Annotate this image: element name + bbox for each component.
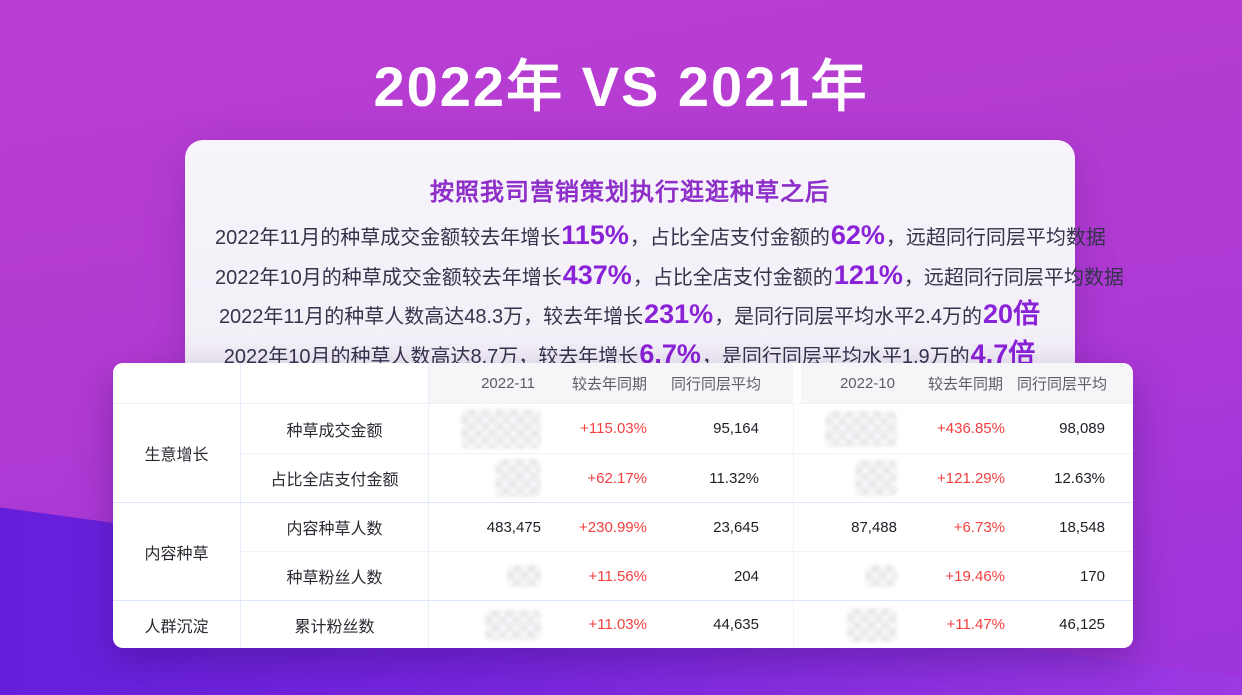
- metric-label: 内容种草人数: [240, 502, 428, 551]
- line-text: ，占比全店支付金额的: [629, 227, 830, 249]
- mosaic-blur: [847, 607, 897, 642]
- yoy-value: +230.99%: [549, 502, 659, 551]
- table-row: 占比全店支付金额 +62.17% 11.32% +121.29% 12.63%: [113, 453, 1133, 502]
- highlight-value: 20倍: [983, 299, 1041, 329]
- highlight-value: 115%: [561, 220, 629, 250]
- peer-avg-value: 98,089: [1059, 420, 1105, 437]
- line-text: ，远超同行同层平均数据: [885, 227, 1106, 249]
- month2-value: 87,488: [793, 502, 905, 551]
- mosaic-blur: [461, 408, 541, 449]
- header-2022-10: 2022-10: [793, 363, 905, 404]
- card-title: 按照我司营销策划执行逛逛种草之后: [430, 179, 830, 206]
- highlight-value: 62%: [830, 220, 885, 250]
- line-text: ，是同行同层平均水平2.4万的: [714, 306, 982, 328]
- summary-line: 2022年10月的种草成交金额较去年增长437%，占比全店支付金额的121%，远…: [215, 257, 1124, 297]
- yoy-value: +436.85%: [937, 420, 1005, 437]
- header-peer-avg-1: 同行同层平均: [659, 363, 793, 404]
- peer-avg-value: 95,164: [713, 420, 759, 437]
- masked-value-cell: [793, 551, 905, 600]
- line-text: ，远超同行同层平均数据: [903, 266, 1124, 289]
- yoy-value: +115.03%: [580, 420, 647, 437]
- mosaic-blur: [865, 565, 897, 587]
- yoy-value: +11.56%: [549, 551, 659, 600]
- peer-avg-value: 46,125: [1009, 600, 1133, 648]
- line-text: ，占比全店支付金额的: [632, 266, 833, 289]
- highlight-value: 231%: [644, 299, 714, 329]
- yoy-value: +6.73%: [905, 502, 1009, 551]
- peer-avg-value: 44,635: [659, 600, 793, 648]
- metrics-table-grid: 2022-11 较去年同期 同行同层平均 2022-10 较去年同期 同行同层平…: [113, 363, 1133, 648]
- metric-label: 种草粉丝人数: [240, 551, 428, 600]
- header-empty-metric: [240, 363, 428, 404]
- mosaic-blur: [485, 609, 541, 640]
- metric-label: 种草成交金额: [240, 404, 428, 453]
- metric-label: 累计粉丝数: [240, 600, 428, 648]
- mosaic-blur: [495, 459, 541, 497]
- peer-avg-value: 170: [1009, 551, 1133, 600]
- masked-value-cell: [428, 600, 549, 648]
- yoy-value: +11.47%: [905, 600, 1009, 648]
- group-label-content-seeding: 内容种草: [113, 502, 240, 600]
- table-row: 生意增长 种草成交金额 +115.03% 95,164 +436.85% 98,…: [113, 404, 1133, 464]
- highlight-value: 437%: [562, 259, 632, 290]
- line-text: 2022年11月的种草成交金额较去年增长: [215, 227, 561, 249]
- mosaic-blur: [855, 460, 897, 496]
- header-peer-avg-2: 同行同层平均: [1009, 363, 1133, 404]
- header-yoy-2: 较去年同期: [905, 363, 1009, 404]
- line-text: ，是同行同层平均水平1.9万的: [701, 345, 970, 368]
- masked-value-cell: [793, 600, 905, 648]
- peer-avg-value: 12.63%: [1009, 453, 1133, 502]
- table-row: 种草粉丝人数 +11.56% 204 +19.46% 170: [113, 551, 1133, 600]
- table-row: 人群沉淀 累计粉丝数 +11.03% 44,635 +11.47% 46,125: [113, 600, 1133, 648]
- masked-value-cell: [428, 551, 549, 600]
- summary-line: 2022年11月的种草人数高达48.3万，较去年增长231%，是同行同层平均水平…: [215, 296, 1045, 336]
- group-label-business-growth: 生意增长: [144, 447, 209, 464]
- header-2022-11: 2022-11: [428, 363, 549, 404]
- line-text: 2022年10月的种草成交金额较去年增长: [215, 266, 562, 289]
- peer-avg-value: 11.32%: [659, 453, 793, 502]
- yoy-value: +62.17%: [549, 453, 659, 502]
- page-title: 2022年 VS 2021年: [373, 55, 869, 118]
- line-text: 2022年10月的种草人数高达8.7万，较去年增长: [223, 345, 639, 368]
- metric-label: 占比全店支付金额: [240, 453, 428, 502]
- table-header-row: 2022-11 较去年同期 同行同层平均 2022-10 较去年同期 同行同层平…: [113, 363, 1133, 404]
- table-row: 内容种草 内容种草人数 483,475 +230.99% 23,645 87,4…: [113, 502, 1133, 563]
- metrics-table: 2022-11 较去年同期 同行同层平均 2022-10 较去年同期 同行同层平…: [113, 363, 1133, 648]
- yoy-value: +121.29%: [905, 453, 1009, 502]
- mosaic-blur: [825, 410, 897, 447]
- summary-card: 按照我司营销策划执行逛逛种草之后 2022年11月的种草成交金额较去年增长115…: [185, 140, 1124, 392]
- masked-value-cell: [428, 404, 549, 453]
- peer-avg-value: 204: [659, 551, 793, 600]
- highlight-value: 121%: [833, 259, 903, 290]
- peer-avg-value: 18,548: [1009, 502, 1133, 551]
- header-yoy-1: 较去年同期: [549, 363, 659, 404]
- peer-avg-value: 23,645: [659, 502, 793, 551]
- masked-value-cell: [793, 404, 905, 453]
- header-empty-group: [113, 363, 240, 404]
- masked-value-cell: [428, 453, 549, 502]
- summary-line: 2022年11月的种草成交金额较去年增长115%，占比全店支付金额的62%，远超…: [215, 217, 1106, 257]
- group-label-audience-accumulation: 人群沉淀: [113, 600, 240, 648]
- masked-value-cell: [793, 453, 905, 502]
- yoy-value: +11.03%: [549, 600, 659, 648]
- yoy-value: +19.46%: [905, 551, 1009, 600]
- mosaic-blur: [507, 565, 541, 587]
- line-text: 2022年11月的种草人数高达48.3万，较去年增长: [218, 306, 644, 328]
- month1-value: 483,475: [428, 502, 549, 551]
